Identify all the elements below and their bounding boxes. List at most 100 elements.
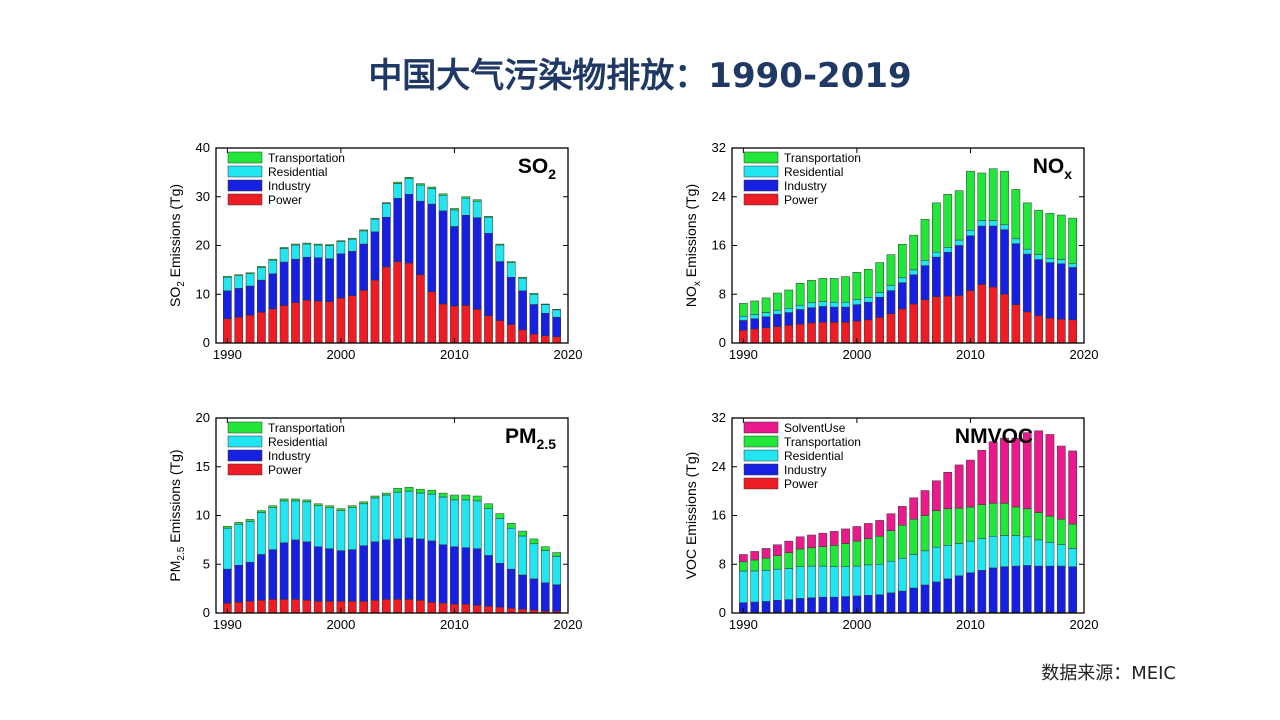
nox-legend-swatch-residential — [743, 165, 779, 178]
pm25-bar-industry-2011 — [461, 547, 471, 605]
nox-bar-power-1995 — [795, 323, 805, 344]
nmvoc-bar-residential-1999 — [841, 566, 850, 597]
pm25-bar-power-1991 — [234, 602, 244, 614]
nox-bar-industry-2016 — [1034, 259, 1043, 316]
nmvoc-bar-transportation-1995 — [795, 548, 805, 567]
so2-bar-industry-2008 — [427, 203, 437, 293]
so2-bar-industry-1995 — [279, 261, 289, 306]
nmvoc-bar-transportation-1996 — [807, 547, 816, 567]
pm25-bar-industry-1998 — [313, 546, 323, 602]
nmvoc-legend-swatch-power — [743, 477, 779, 490]
nmvoc-bar-industry-1998 — [829, 596, 839, 613]
pm25-legend-label-industry: Industry — [268, 449, 311, 463]
so2-bar-residential-1997 — [302, 243, 312, 258]
nmvoc-legend: SolventUseTransportationResidentialIndus… — [743, 421, 861, 491]
pm25-bar-power-2002 — [359, 601, 368, 614]
pm25-bar-residential-2015 — [506, 527, 516, 570]
nox-bar-transportation-2008 — [943, 194, 953, 248]
nox-bar-transportation-2012 — [988, 168, 998, 221]
so2-bar-transportation-2015 — [506, 261, 516, 263]
so2-bar-residential-2013 — [484, 216, 493, 234]
nox-bar-industry-2001 — [863, 301, 873, 321]
nmvoc-chart-title: NMVOC — [955, 425, 1033, 448]
nmvoc-bar-residential-2009 — [954, 543, 964, 577]
nox-y-tick-label: 0 — [719, 335, 726, 350]
so2-bar-power-1997 — [302, 299, 312, 344]
nmvoc-bar-industry-2011 — [977, 570, 987, 613]
pm25-bar-transportation-2017 — [529, 538, 539, 545]
so2-bar-power-2019 — [552, 336, 561, 344]
nmvoc-bar-residential-1991 — [750, 570, 760, 603]
so2-bar-residential-1991 — [234, 275, 244, 289]
pm25-legend-swatch-transportation — [227, 421, 263, 434]
pm25-bar-power-2013 — [484, 605, 493, 614]
nmvoc-bar-residential-1992 — [761, 570, 771, 602]
nox-bar-residential-2003 — [886, 285, 896, 291]
nmvoc-legend-swatch-solventuse — [743, 421, 779, 434]
pm25-bar-industry-1991 — [234, 564, 244, 603]
so2-bar-transportation-1993 — [257, 266, 266, 268]
nmvoc-bar-transportation-2007 — [932, 510, 941, 548]
nox-bar-industry-1999 — [841, 306, 850, 323]
pm25-bar-residential-2011 — [461, 499, 471, 548]
so2-bar-transportation-2006 — [404, 177, 414, 179]
nox-bar-transportation-1999 — [841, 276, 850, 303]
so2-bar-industry-2014 — [495, 261, 505, 321]
pm25-bar-residential-2014 — [495, 518, 505, 564]
so2-bar-residential-2011 — [461, 197, 471, 216]
pm25-bar-transportation-1993 — [257, 510, 266, 513]
so2-bar-transportation-2011 — [461, 196, 471, 199]
so2-bar-power-1992 — [245, 314, 255, 344]
nox-bar-industry-2005 — [909, 274, 919, 305]
nox-bar-residential-1991 — [750, 314, 760, 319]
so2-bar-industry-2004 — [381, 216, 391, 268]
nmvoc-bar-residential-1997 — [818, 565, 828, 598]
so2-legend-label-residential: Residential — [268, 165, 327, 179]
so2-bar-power-1999 — [325, 301, 334, 344]
nox-bar-transportation-1996 — [807, 279, 816, 304]
nmvoc-bar-industry-2008 — [943, 578, 953, 613]
nox-bar-residential-2005 — [909, 269, 919, 276]
nox-bar-transportation-2005 — [909, 234, 919, 271]
nox-bar-industry-1991 — [750, 318, 760, 330]
pm25-bar-residential-2012 — [472, 500, 482, 549]
so2-y-tick-label: 20 — [196, 238, 210, 253]
nmvoc-bar-transportation-2002 — [875, 535, 884, 565]
pm25-bar-residential-2005 — [393, 491, 403, 540]
nox-bar-transportation-2017 — [1045, 212, 1055, 259]
pm25-bar-residential-1998 — [313, 505, 323, 547]
pm25-bar-transportation-2016 — [518, 530, 527, 537]
nox-bar-power-1991 — [750, 328, 760, 344]
pm25-y-tick-label: 20 — [196, 410, 210, 425]
nmvoc-legend-label-transportation: Transportation — [784, 435, 861, 449]
nox-bar-residential-2004 — [897, 277, 907, 283]
so2-bar-power-2015 — [506, 324, 516, 344]
pm25-bar-power-1992 — [245, 601, 255, 614]
pm25-bar-residential-2019 — [552, 556, 561, 585]
nox-bar-residential-2002 — [875, 292, 884, 298]
nox-bar-power-1996 — [807, 322, 816, 344]
nmvoc-bar-residential-2016 — [1034, 539, 1043, 567]
nox-x-tick-label: 2000 — [842, 347, 871, 362]
nox-y-axis-label: NOx Emissions (Tg) — [683, 184, 703, 307]
nox-bar-industry-2007 — [932, 256, 941, 297]
pm25-y-axis-label: PM2.5 Emissions (Tg) — [167, 449, 187, 581]
nox-bar-industry-2010 — [966, 235, 975, 291]
nox-bar-residential-2019 — [1068, 263, 1077, 268]
nox-bar-power-2003 — [886, 313, 896, 344]
nox-bar-residential-2010 — [966, 230, 975, 236]
nox-bar-power-1999 — [841, 322, 850, 344]
so2-x-tick-label: 1990 — [213, 347, 242, 362]
so2-bar-transportation-1995 — [279, 247, 289, 249]
pm25-bar-transportation-1995 — [279, 498, 289, 502]
pm25-bar-power-2008 — [427, 602, 437, 614]
nmvoc-bar-industry-2009 — [954, 575, 964, 613]
nox-bar-power-2018 — [1056, 318, 1066, 344]
nmvoc-bar-residential-2015 — [1022, 536, 1032, 566]
nox-bar-power-1998 — [829, 322, 839, 344]
nox-bar-power-1994 — [784, 325, 794, 344]
nmvoc-bar-solventuse-2005 — [909, 497, 919, 520]
so2-bar-industry-1998 — [313, 257, 323, 302]
nmvoc-bar-industry-2013 — [1000, 566, 1009, 613]
